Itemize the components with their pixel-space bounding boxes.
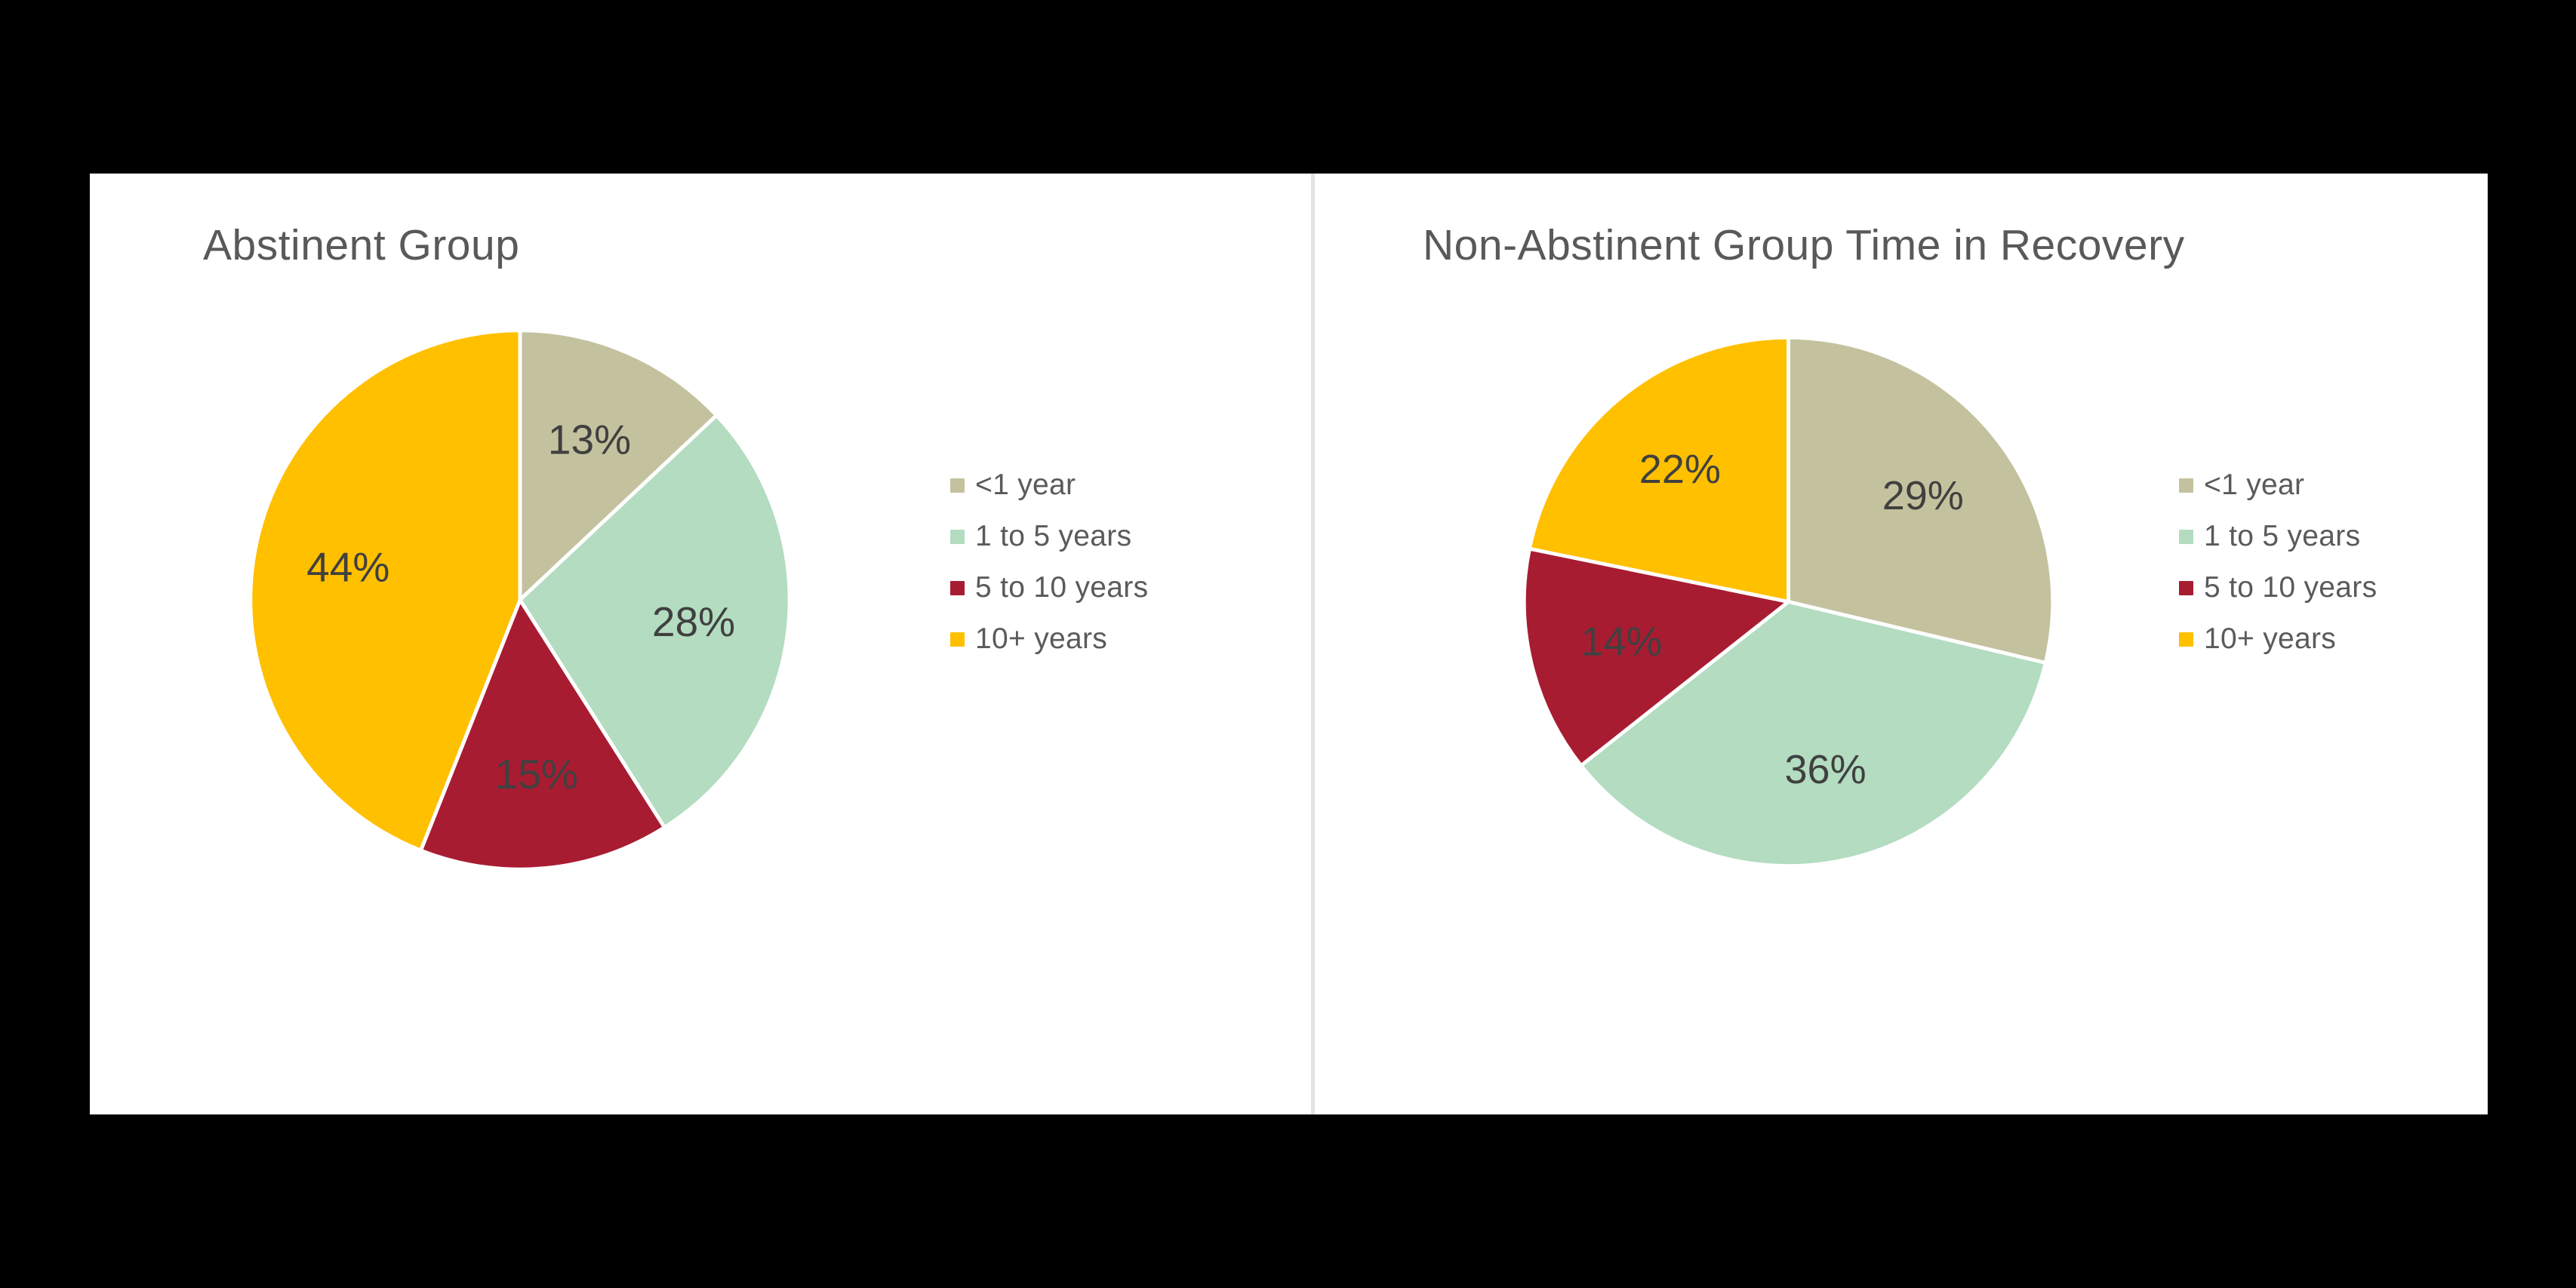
pie-slice[interactable] xyxy=(1522,546,1790,768)
pie-svg-right: 29% 36% 14% 22% xyxy=(1522,335,2055,868)
legend-label-lt1year: <1 year xyxy=(2204,469,2305,501)
pie-slice[interactable] xyxy=(248,328,522,853)
slide-canvas: Abstinent Group 13% 28% 15% 44% <1 year 1 t… xyxy=(90,174,2488,1114)
legend-item-10plusyears[interactable]: 10+ years xyxy=(950,622,1148,656)
legend-swatch-lt1year xyxy=(950,478,965,493)
pie-slice[interactable] xyxy=(518,413,792,830)
pie-slice-label: 22% xyxy=(1639,447,1721,492)
pie-slice-label: 15% xyxy=(495,751,578,798)
legend-left: <1 year 1 to 5 years 5 to 10 years 10+ y… xyxy=(950,468,1148,656)
legend-swatch-10plusyears xyxy=(950,632,965,647)
pie-slice-label: 28% xyxy=(652,598,735,645)
legend-label-10plusyears: 10+ years xyxy=(2204,622,2337,655)
legend-label-5to10years: 5 to 10 years xyxy=(975,571,1149,604)
pie-slice-label: 14% xyxy=(1580,619,1662,665)
legend-label-5to10years: 5 to 10 years xyxy=(2204,571,2377,604)
legend-right: <1 year 1 to 5 years 5 to 10 years 10+ y… xyxy=(2179,468,2377,656)
panel-divider xyxy=(1311,174,1315,1114)
legend-swatch-lt1year xyxy=(2179,478,2193,493)
legend-item-1to5years[interactable]: 1 to 5 years xyxy=(950,519,1148,554)
pie-slice[interactable] xyxy=(518,328,719,602)
legend-label-10plusyears: 10+ years xyxy=(975,622,1108,655)
chart-title-right: Non-Abstinent Group Time in Recovery xyxy=(1423,221,2185,269)
legend-label-1to5years: 1 to 5 years xyxy=(975,520,1132,552)
pie-slice[interactable] xyxy=(1528,335,1790,604)
legend-item-10plusyears[interactable]: 10+ years xyxy=(2179,622,2377,656)
legend-label-1to5years: 1 to 5 years xyxy=(2204,520,2361,552)
pie-slice[interactable] xyxy=(1579,600,2048,868)
pie-svg-left: 13% 28% 15% 44% xyxy=(248,328,792,871)
legend-swatch-10plusyears xyxy=(2179,632,2193,647)
pie-chart-left: 13% 28% 15% 44% xyxy=(233,313,807,887)
legend-swatch-5to10years xyxy=(2179,580,2193,595)
pie-slice-label: 13% xyxy=(548,416,631,463)
pie-slice-label: 29% xyxy=(1882,473,1964,518)
chart-panel-left: Abstinent Group 13% 28% 15% 44% <1 year 1 t… xyxy=(90,174,1311,1114)
pie-slice-label: 36% xyxy=(1785,747,1867,792)
legend-item-5to10years[interactable]: 5 to 10 years xyxy=(2179,570,2377,605)
legend-item-lt1year[interactable]: <1 year xyxy=(950,468,1148,503)
pie-slice-label: 44% xyxy=(306,544,389,591)
legend-swatch-5to10years xyxy=(950,580,965,595)
pie-slice[interactable] xyxy=(1787,335,2055,665)
legend-label-lt1year: <1 year xyxy=(975,469,1076,501)
legend-swatch-1to5years xyxy=(950,529,965,544)
pie-slice[interactable] xyxy=(419,598,666,871)
legend-item-5to10years[interactable]: 5 to 10 years xyxy=(950,570,1148,605)
legend-item-lt1year[interactable]: <1 year xyxy=(2179,468,2377,503)
legend-swatch-1to5years xyxy=(2179,529,2193,544)
chart-panel-right: Non-Abstinent Group Time in Recovery 29%… xyxy=(1315,174,2488,1114)
chart-title-left: Abstinent Group xyxy=(203,221,520,269)
pie-chart-right: 29% 36% 14% 22% xyxy=(1507,321,2070,883)
legend-item-1to5years[interactable]: 1 to 5 years xyxy=(2179,519,2377,554)
